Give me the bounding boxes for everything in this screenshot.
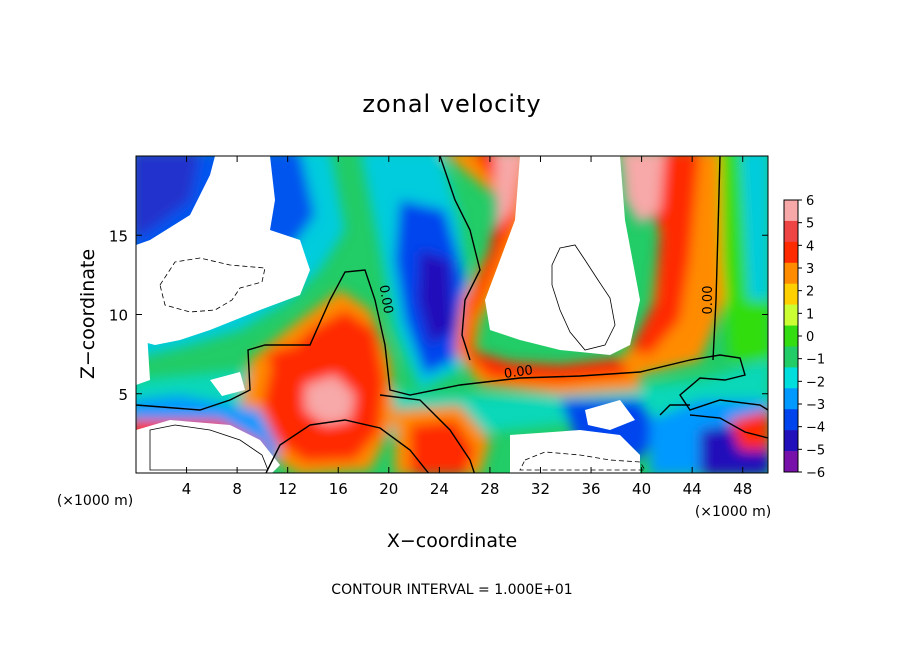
y-axis-label: Z−coordinate (77, 249, 99, 379)
x-tick-label: 28 (480, 480, 499, 498)
heatmap-field (136, 156, 768, 473)
colorbar-label: −5 (806, 443, 825, 458)
colorbar-swatch (784, 451, 798, 473)
colorbar-label: 4 (806, 239, 814, 254)
x-tick-label: 40 (632, 480, 651, 498)
x-axis-ticks: 4 8 12 16 20 24 28 32 36 40 44 48 (182, 156, 752, 498)
colorbar-label: 0 (806, 330, 814, 345)
contour-label: 0.00 (376, 284, 396, 315)
y-tick-label: 10 (109, 307, 128, 325)
colorbar-swatch (784, 367, 798, 389)
x-tick-label: 12 (278, 480, 297, 498)
x-tick-label: 4 (182, 480, 192, 498)
colorbar-swatch (784, 346, 798, 368)
x-axis-label: X−coordinate (387, 530, 517, 552)
y-tick-label: 15 (109, 227, 128, 245)
colorbar-label: 5 (806, 217, 814, 232)
contour-labels: 0.00 0.00 0.00 (376, 284, 716, 382)
colorbar-label: −4 (806, 421, 825, 436)
x-tick-label: 32 (531, 480, 550, 498)
y-tick-label: 5 (118, 386, 128, 404)
x-tick-label: 16 (329, 480, 348, 498)
colorbar-label: −2 (806, 375, 825, 390)
colorbar-swatch (784, 200, 798, 222)
x-tick-label: 24 (430, 480, 449, 498)
colorbar-label: −1 (806, 353, 825, 368)
colorbar-swatch (784, 241, 798, 264)
y-axis-ticks: 5 10 15 (109, 227, 768, 404)
colorbar-swatch (784, 283, 798, 305)
colorbar-label: 3 (806, 262, 814, 277)
x-tick-label: 36 (581, 480, 600, 498)
colorbar-label: −3 (806, 398, 825, 413)
colorbar-label: −6 (806, 466, 825, 481)
x-tick-label: 8 (232, 480, 242, 498)
chart-title: zonal velocity (362, 90, 541, 118)
colorbar-swatch (784, 388, 798, 410)
x-unit-left: (×1000 m) (57, 493, 133, 509)
contour-label: 0.00 (503, 363, 534, 382)
x-unit-right: (×1000 m) (695, 504, 771, 520)
x-tick-label: 44 (683, 480, 702, 498)
x-tick-label: 48 (733, 480, 752, 498)
colorbar-label: 1 (806, 307, 814, 322)
colorbar-swatch (784, 262, 798, 284)
colorbar-label: 6 (806, 194, 814, 209)
x-tick-label: 20 (379, 480, 398, 498)
colorbar-swatch (784, 325, 798, 347)
colorbar: 6 5 4 3 2 1 0 −1 −2 −3 −4 −5 −6 (783, 194, 825, 481)
contour-interval-note: CONTOUR INTERVAL = 1.000E+01 (331, 582, 572, 598)
colorbar-swatch (784, 220, 798, 243)
colorbar-swatch (784, 409, 798, 431)
colorbar-swatch (784, 430, 798, 452)
contour-label: 0.00 (701, 286, 716, 315)
colorbar-label: 2 (806, 285, 814, 300)
colorbar-swatch (784, 304, 798, 326)
